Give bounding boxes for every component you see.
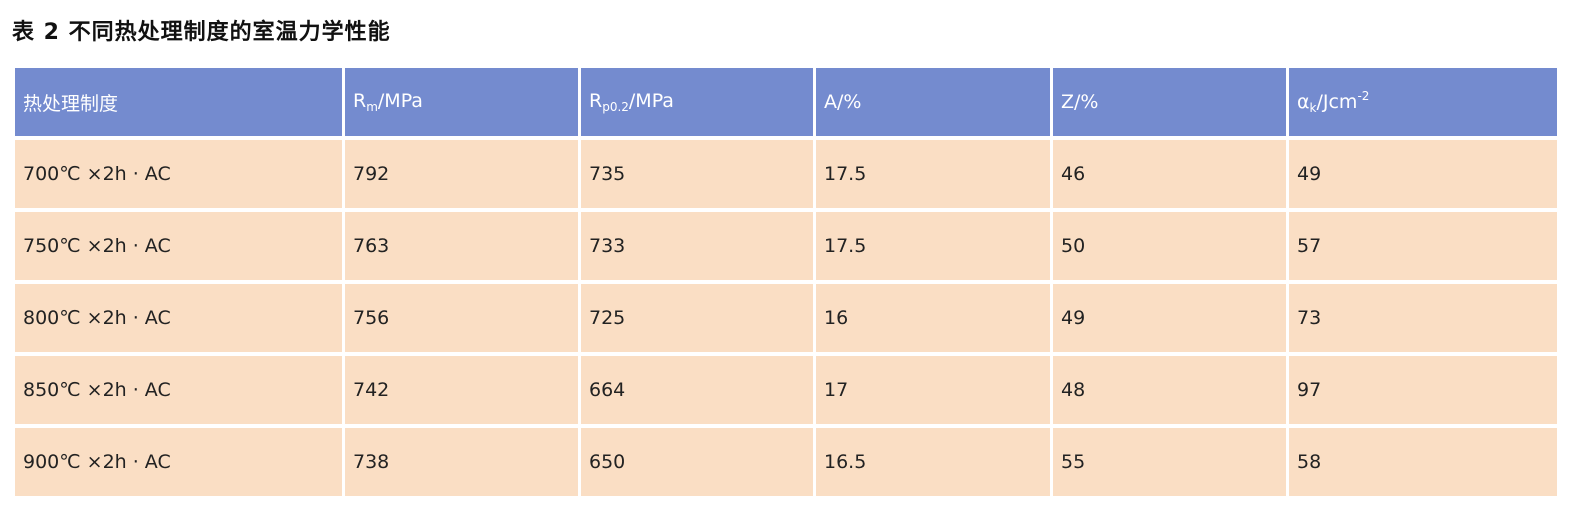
cell-rm: 738 (345, 428, 578, 496)
table-title: 表 2 不同热处理制度的室温力学性能 (12, 20, 391, 45)
cell-a: 17.5 (816, 212, 1050, 280)
cell-ak: 73 (1289, 284, 1557, 352)
header-rp02: Rp0.2/MPa (581, 68, 813, 136)
header-unit: /MPa (628, 90, 674, 112)
cell-treatment: 900℃ ×2h · AC (15, 428, 342, 496)
header-sup: -2 (1357, 89, 1370, 103)
header-rm: Rm/MPa (345, 68, 578, 136)
cell-rm: 756 (345, 284, 578, 352)
cell-a: 16.5 (816, 428, 1050, 496)
table-row: 850℃ ×2h · AC 742 664 17 48 97 (15, 356, 1557, 424)
header-unit: /Jcm (1316, 91, 1358, 113)
header-text: R (353, 90, 367, 112)
cell-a: 17 (816, 356, 1050, 424)
table-row: 900℃ ×2h · AC 738 650 16.5 55 58 (15, 428, 1557, 496)
header-sub: k (1309, 101, 1317, 115)
cell-ak: 58 (1289, 428, 1557, 496)
table-row: 700℃ ×2h · AC 792 735 17.5 46 49 (15, 140, 1557, 208)
header-z: Z/% (1053, 68, 1286, 136)
cell-treatment: 850℃ ×2h · AC (15, 356, 342, 424)
cell-rm: 763 (345, 212, 578, 280)
cell-z: 48 (1053, 356, 1286, 424)
properties-table: 热处理制度 Rm/MPa Rp0.2/MPa A/% Z/% αk/Jcm-2 … (12, 64, 1560, 500)
header-sub: m (366, 100, 378, 114)
cell-ak: 97 (1289, 356, 1557, 424)
cell-rp02: 664 (581, 356, 813, 424)
header-row: 热处理制度 Rm/MPa Rp0.2/MPa A/% Z/% αk/Jcm-2 (15, 68, 1557, 136)
header-text: R (589, 90, 603, 112)
header-text: 热处理制度 (23, 92, 119, 115)
header-text: α (1297, 91, 1310, 113)
cell-rp02: 725 (581, 284, 813, 352)
cell-rm: 792 (345, 140, 578, 208)
cell-z: 50 (1053, 212, 1286, 280)
cell-treatment: 700℃ ×2h · AC (15, 140, 342, 208)
cell-rp02: 735 (581, 140, 813, 208)
cell-rp02: 650 (581, 428, 813, 496)
header-treatment: 热处理制度 (15, 68, 342, 136)
cell-ak: 49 (1289, 140, 1557, 208)
cell-ak: 57 (1289, 212, 1557, 280)
cell-treatment: 750℃ ×2h · AC (15, 212, 342, 280)
header-a: A/% (816, 68, 1050, 136)
header-unit: /MPa (377, 90, 423, 112)
header-sub: p0.2 (602, 100, 629, 114)
table-row: 750℃ ×2h · AC 763 733 17.5 50 57 (15, 212, 1557, 280)
cell-z: 49 (1053, 284, 1286, 352)
header-text: A/% (824, 91, 862, 113)
cell-rm: 742 (345, 356, 578, 424)
cell-treatment: 800℃ ×2h · AC (15, 284, 342, 352)
header-ak: αk/Jcm-2 (1289, 68, 1557, 136)
cell-z: 46 (1053, 140, 1286, 208)
cell-a: 17.5 (816, 140, 1050, 208)
cell-a: 16 (816, 284, 1050, 352)
header-text: Z/% (1061, 91, 1099, 113)
cell-rp02: 733 (581, 212, 813, 280)
cell-z: 55 (1053, 428, 1286, 496)
table-row: 800℃ ×2h · AC 756 725 16 49 73 (15, 284, 1557, 352)
